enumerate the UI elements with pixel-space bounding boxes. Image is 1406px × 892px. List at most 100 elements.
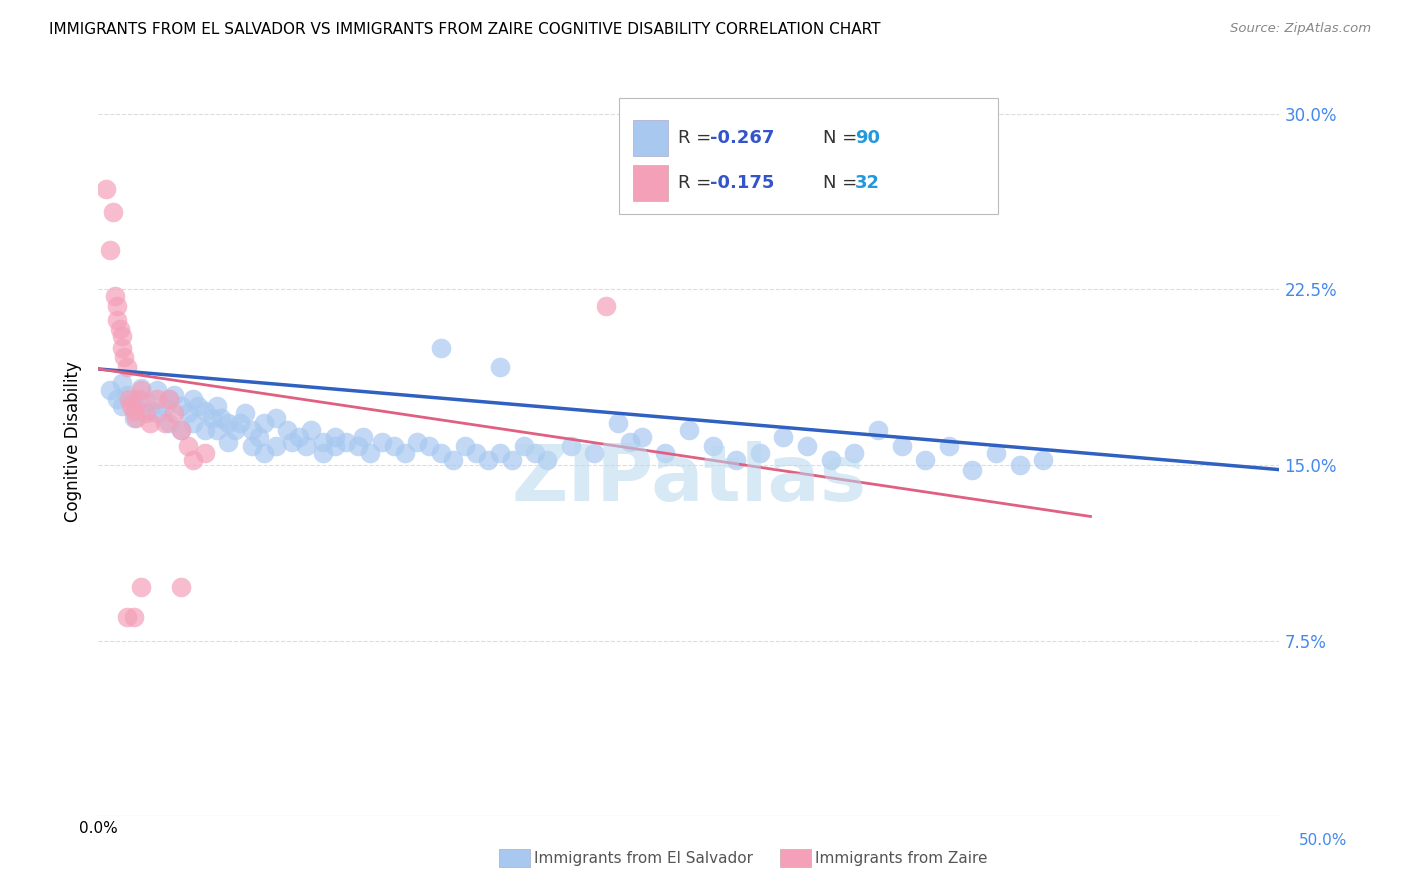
Point <box>295 439 318 453</box>
Point <box>153 416 176 430</box>
Point <box>501 453 523 467</box>
Point <box>938 439 960 453</box>
Point <box>146 392 169 407</box>
Point <box>170 400 193 414</box>
Point <box>536 453 558 467</box>
Point <box>157 392 180 407</box>
Point <box>796 439 818 453</box>
Point <box>177 439 200 453</box>
Point <box>725 453 748 467</box>
Point <box>477 453 499 467</box>
Text: IMMIGRANTS FROM EL SALVADOR VS IMMIGRANTS FROM ZAIRE COGNITIVE DISABILITY CORREL: IMMIGRANTS FROM EL SALVADOR VS IMMIGRANT… <box>49 22 880 37</box>
Point <box>122 411 145 425</box>
Point <box>177 407 200 421</box>
Point <box>820 453 842 467</box>
Point <box>118 392 141 407</box>
Point <box>772 430 794 444</box>
Point <box>312 434 335 449</box>
Point <box>371 434 394 449</box>
Point <box>224 423 246 437</box>
Point <box>962 462 984 476</box>
Point <box>406 434 429 449</box>
Point <box>115 359 138 374</box>
Text: -0.267: -0.267 <box>710 129 775 147</box>
Point <box>748 106 770 120</box>
Text: 50.0%: 50.0% <box>1299 833 1347 847</box>
Point <box>104 289 127 303</box>
Point <box>323 439 346 453</box>
Point <box>347 439 370 453</box>
Point <box>135 407 157 421</box>
Point <box>264 411 287 425</box>
Text: 32: 32 <box>855 174 880 192</box>
Point <box>170 580 193 594</box>
Point <box>194 446 217 460</box>
Point <box>170 423 193 437</box>
Point <box>984 446 1007 460</box>
Point <box>111 400 134 414</box>
Text: Immigrants from El Salvador: Immigrants from El Salvador <box>534 851 754 865</box>
Point <box>98 383 121 397</box>
Point <box>430 446 453 460</box>
Point <box>335 434 357 449</box>
Point <box>181 453 204 467</box>
Point <box>108 322 131 336</box>
Point <box>205 400 228 414</box>
Point <box>276 423 298 437</box>
Point <box>122 610 145 624</box>
Point <box>163 387 186 401</box>
Point <box>209 411 232 425</box>
Point <box>430 341 453 355</box>
Point <box>702 439 724 453</box>
Point <box>583 446 606 460</box>
Point <box>890 439 912 453</box>
Point <box>654 446 676 460</box>
Y-axis label: Cognitive Disability: Cognitive Disability <box>65 361 83 522</box>
Point <box>441 453 464 467</box>
Point <box>146 383 169 397</box>
Point <box>163 407 186 421</box>
Point <box>101 205 124 219</box>
Point <box>139 404 162 418</box>
Point <box>465 446 488 460</box>
Point <box>247 430 270 444</box>
Point <box>844 446 866 460</box>
Point <box>98 243 121 257</box>
Text: -0.175: -0.175 <box>710 174 775 192</box>
Point <box>194 423 217 437</box>
Point <box>121 400 143 414</box>
Point <box>205 423 228 437</box>
Point <box>157 416 180 430</box>
Point <box>630 430 652 444</box>
Point <box>128 392 150 407</box>
Point <box>560 439 582 453</box>
Point <box>299 423 322 437</box>
Point <box>253 416 276 430</box>
Point <box>122 392 145 407</box>
Point <box>111 376 134 390</box>
Point <box>240 439 263 453</box>
Point <box>105 299 128 313</box>
Point <box>607 416 630 430</box>
Point <box>678 423 700 437</box>
Point <box>323 430 346 444</box>
Point <box>217 416 239 430</box>
Text: Immigrants from Zaire: Immigrants from Zaire <box>815 851 988 865</box>
Point <box>233 407 256 421</box>
Text: ZIPatlas: ZIPatlas <box>512 441 866 517</box>
Point <box>394 446 416 460</box>
Point <box>129 580 152 594</box>
Point <box>135 394 157 409</box>
Text: R =: R = <box>678 174 717 192</box>
Point <box>240 423 263 437</box>
Point <box>129 383 152 397</box>
Point <box>146 407 169 421</box>
Point <box>418 439 440 453</box>
Point <box>181 392 204 407</box>
Point <box>453 439 475 453</box>
Point <box>264 439 287 453</box>
Point <box>312 446 335 460</box>
Point <box>105 392 128 407</box>
Point <box>115 610 138 624</box>
Point <box>619 434 641 449</box>
